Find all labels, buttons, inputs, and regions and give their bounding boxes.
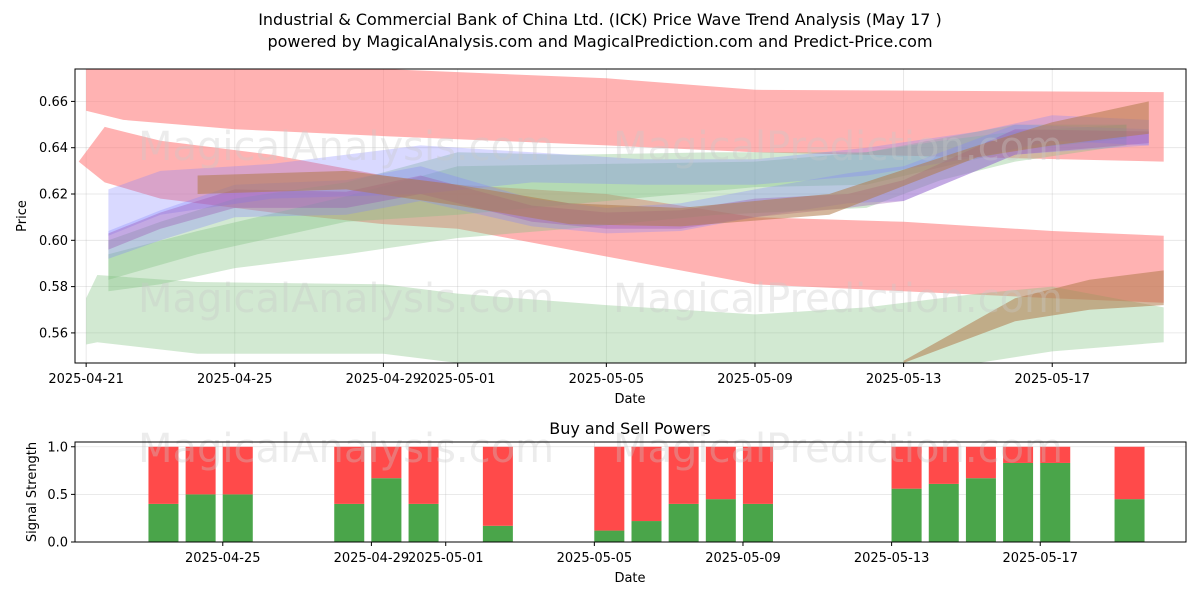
signal-x-tick-label: 2025-05-01 [408,551,484,566]
buy-bar [334,503,365,542]
signal-x-tick-label: 2025-04-29 [334,551,410,566]
wave-band-red-upper [86,69,1164,162]
sell-bar [1003,446,1034,463]
sell-bar [705,446,736,500]
sell-bar [148,446,179,504]
buy-bar [408,503,439,542]
sell-bar [928,446,959,484]
watermark-analysis-top: MagicalAnalysis.com [138,124,554,170]
price-x-tick-label: 2025-05-05 [569,372,645,387]
price-y-ticks: 0.56 0.58 0.60 0.62 0.64 0.66 [39,95,75,341]
price-x-ticks: 2025-04-21 2025-04-25 2025-04-292025-05-01… [48,363,1090,387]
signal-bars [148,446,1145,542]
buy-bar [371,478,402,542]
signal-y-tick-label: 0.5 [47,488,68,503]
buy-bar [482,525,513,542]
buy-bar [965,478,996,542]
price-x-tick-label: 2025-05-17 [1014,372,1090,387]
buy-bar [631,521,662,542]
watermark-analysis-mid: MagicalAnalysis.com [138,276,554,322]
sell-bar [1114,446,1145,500]
signal-y-ticks: 0.0 0.5 1.0 [47,440,75,551]
buy-bar [668,503,699,542]
signal-x-tick-label: 2025-05-09 [705,551,781,566]
sell-bar [222,446,253,495]
price-y-tick-label: 0.56 [39,326,68,341]
price-y-axis-label: Price [15,200,30,232]
buy-bar [1114,499,1145,542]
buy-bar [742,503,773,542]
wave-band-green-spread-2 [108,124,1127,280]
buy-bar [891,488,922,542]
sell-bar [482,446,513,526]
chart-title: Industrial & Commercial Bank of China Lt… [258,10,942,29]
price-axes-frame [74,68,1187,364]
price-y-tick-label: 0.66 [39,95,68,110]
sell-bar [408,446,439,504]
buy-bar [222,494,253,542]
buy-bar [148,503,179,542]
watermark-prediction-bottom: MagicalPrediction.com [613,426,1063,472]
sell-bar [668,446,699,504]
wave-band-blue-upper [108,115,1149,236]
watermark-prediction-top: MagicalPrediction.com [613,124,1063,170]
sell-bar [1040,446,1071,463]
watermark-analysis-bottom: MagicalAnalysis.com [138,426,554,472]
price-y-tick-label: 0.62 [39,188,68,203]
sell-bar [891,446,922,489]
wave-band-green-lower [86,275,1164,363]
price-x-tick-label: 2025-05-09 [717,372,793,387]
price-x-tick-label: 2025-05-13 [866,372,942,387]
signal-y-tick-label: 0.0 [47,536,68,551]
signal-axes-frame [74,441,1187,543]
price-x-tick-label: 2025-04-21 [48,372,124,387]
signal-axes: Buy and Sell Powers MagicalAnalysis.com … [25,419,1187,586]
signal-x-tick-label: 2025-04-25 [185,551,261,566]
wave-band-brown-lower [903,270,1164,363]
sell-bar [371,446,402,479]
signal-y-axis-label: Signal Strength [25,442,40,542]
price-axes: MagicalAnalysis.com MagicalPrediction.co… [15,68,1187,407]
watermark-prediction-mid: MagicalPrediction.com [613,276,1063,322]
buy-bar [1040,462,1071,542]
signal-chart-title: Buy and Sell Powers [549,419,711,438]
sell-bar [594,446,625,531]
sell-bar [965,446,996,479]
price-x-axis-label: Date [614,392,645,407]
chart-subtitle: powered by MagicalAnalysis.com and Magic… [267,32,932,51]
signal-y-tick-label: 1.0 [47,440,68,455]
signal-x-tick-label: 2025-05-13 [854,551,930,566]
price-x-tick-label: 2025-04-25 [197,372,273,387]
signal-x-tick-label: 2025-05-17 [1002,551,1078,566]
buy-bar [928,483,959,542]
sell-bar [631,446,662,522]
buy-bar [1003,462,1034,542]
buy-bar [185,494,216,542]
price-y-tick-label: 0.64 [39,141,68,156]
sell-bar [185,446,216,495]
price-y-tick-label: 0.60 [39,234,68,249]
signal-x-tick-label: 2025-05-05 [557,551,633,566]
sell-bar [334,446,365,504]
price-y-tick-label: 0.58 [39,280,68,295]
price-x-tick-label: 2025-04-29 [346,372,422,387]
wave-band-brown-upper [197,101,1149,227]
sell-bar [742,446,773,504]
signal-x-axis-label: Date [614,571,645,586]
wave-bands [78,69,1164,363]
buy-bar [705,499,736,542]
buy-bar [594,530,625,542]
price-x-tick-label: 2025-05-01 [420,372,496,387]
